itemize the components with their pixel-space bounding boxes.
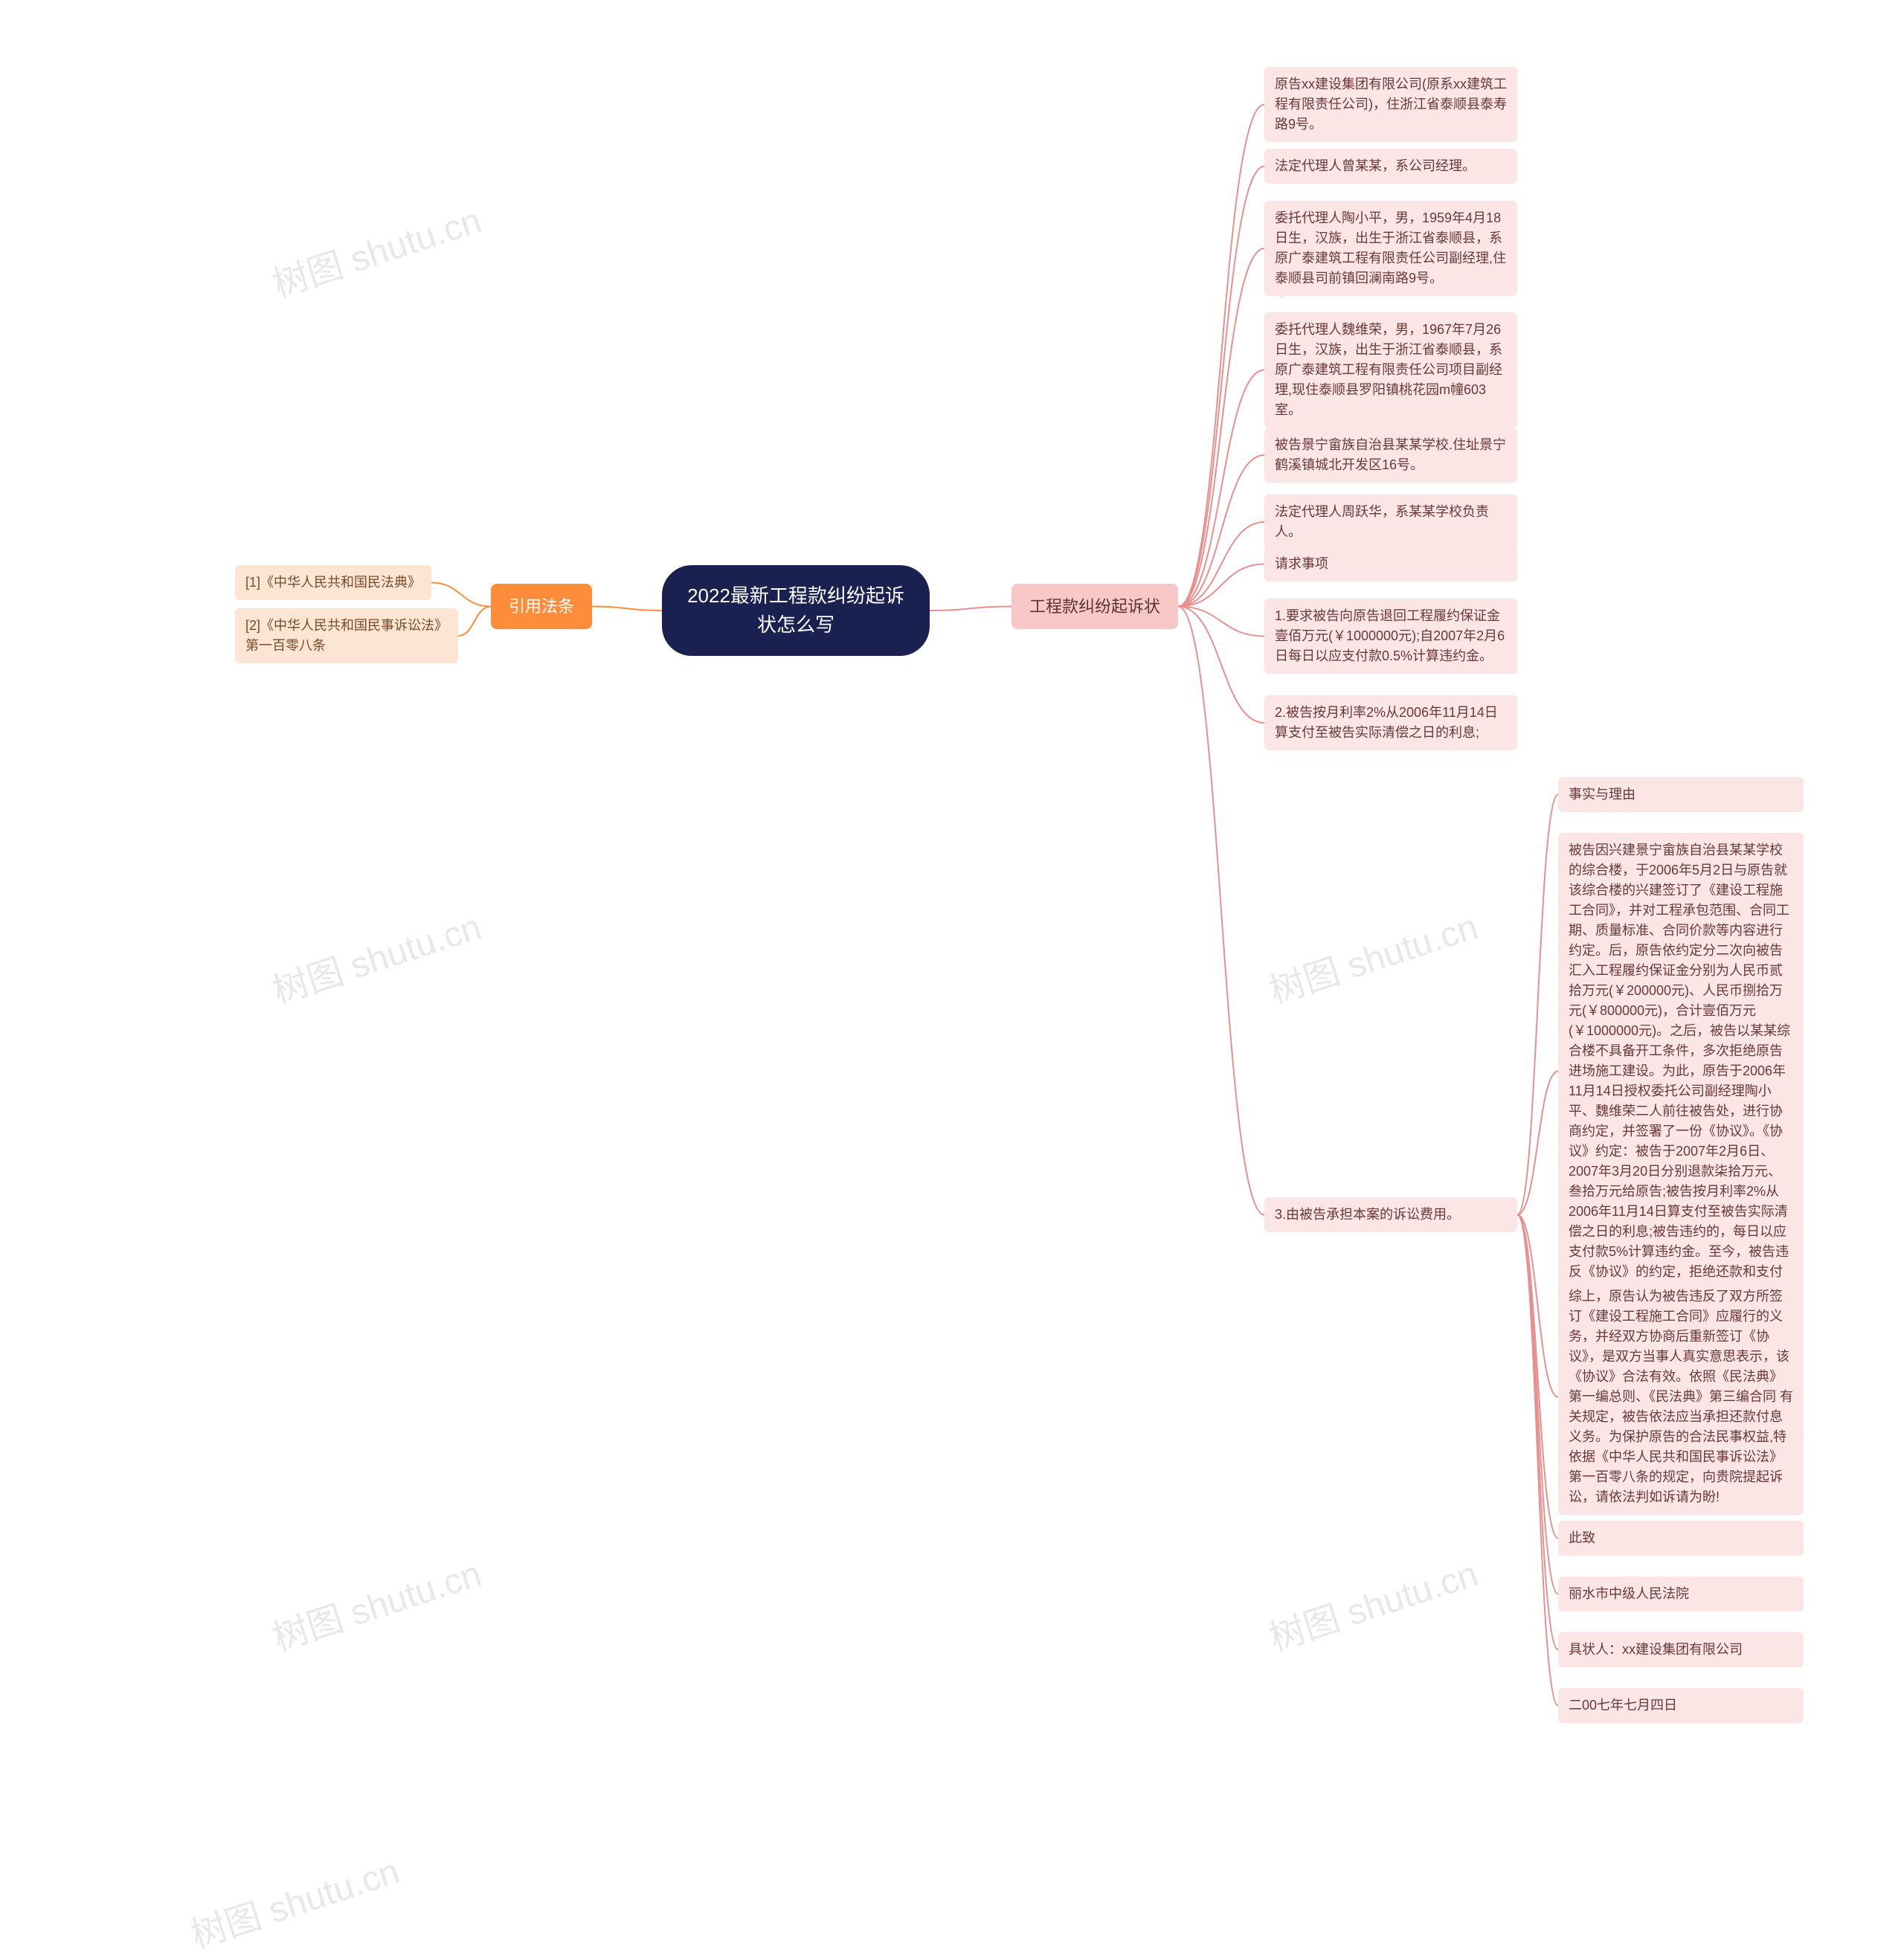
sub-leaf-9-5: 具状人：xx建设集团有限公司 [1558,1632,1804,1667]
sub-leaf-9-1: 被告因兴建景宁畲族自治县某某学校的综合楼，于2006年5月2日与原告就该综合楼的… [1558,833,1804,1310]
sub-leaf-9-4: 丽水市中级人民法院 [1558,1577,1804,1611]
left-leaf-0: [1]《中华人民共和国民法典》 [235,565,431,600]
sub-leaf-9-3: 此致 [1558,1521,1804,1556]
right-leaf-3: 委托代理人魏维荣，男，1967年7月26日生，汉族，出生于浙江省泰顺县，系原广泰… [1264,312,1517,428]
left-leaf-1: [2]《中华人民共和国民事诉讼法》第一百零八条 [235,608,458,663]
left-branch: 引用法条 [491,584,592,629]
watermark: 树图 shutu.cn [265,1545,486,1661]
right-leaf-6: 请求事项 [1264,547,1517,582]
watermark: 树图 shutu.cn [183,1842,405,1958]
right-leaf-5: 法定代理人周跃华，系某某学校负责人。 [1264,495,1517,550]
right-branch-label: 工程款纠纷起诉状 [1029,597,1160,616]
sub-leaf-9-6: 二00七年七月四日 [1558,1688,1804,1723]
right-leaf-9: 3.由被告承担本案的诉讼费用。 [1264,1197,1517,1232]
sub-leaf-9-0: 事实与理由 [1558,777,1804,812]
right-leaf-8: 2.被告按月利率2%从2006年11月14日算支付至被告实际清偿之日的利息; [1264,695,1517,750]
right-leaf-2: 委托代理人陶小平，男，1959年4月18日生，汉族，出生于浙江省泰顺县，系原广泰… [1264,201,1517,296]
mindmap-canvas: 树图 shutu.cn 树图 shutu.cn 树图 shutu.cn 树图 shut… [0,0,1904,1942]
watermark: 树图 shutu.cn [1261,898,1483,1014]
root-title-line1: 2022最新工程款纠纷起诉 [687,584,904,607]
right-leaf-7: 1.要求被告向原告退回工程履约保证金壹佰万元(￥1000000元);自2007年… [1264,599,1517,674]
watermark: 树图 shutu.cn [265,898,486,1014]
root-node: 2022最新工程款纠纷起诉 状怎么写 [662,565,930,656]
watermark: 树图 shutu.cn [1261,1545,1483,1661]
right-branch: 工程款纠纷起诉状 [1012,584,1178,629]
right-leaf-1: 法定代理人曾某某，系公司经理。 [1264,149,1517,184]
left-branch-label: 引用法条 [509,597,574,616]
right-leaf-4: 被告景宁畲族自治县某某学校.住址景宁鹤溪镇城北开发区16号。 [1264,428,1517,483]
watermark: 树图 shutu.cn [265,191,486,307]
root-title-line2: 状怎么写 [757,614,834,636]
right-leaf-0: 原告xx建设集团有限公司(原系xx建筑工程有限责任公司)，住浙江省泰顺县泰寿路9… [1264,67,1517,142]
sub-leaf-9-2: 综上，原告认为被告违反了双方所签订《建设工程施工合同》应履行的义务，并经双方协商… [1558,1279,1804,1515]
